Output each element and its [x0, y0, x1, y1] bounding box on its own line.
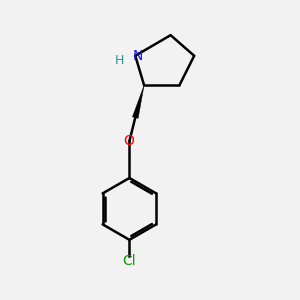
Text: H: H [114, 54, 124, 67]
Text: O: O [123, 134, 134, 148]
Text: Cl: Cl [123, 254, 136, 268]
Polygon shape [132, 85, 144, 118]
Text: N: N [132, 49, 143, 63]
